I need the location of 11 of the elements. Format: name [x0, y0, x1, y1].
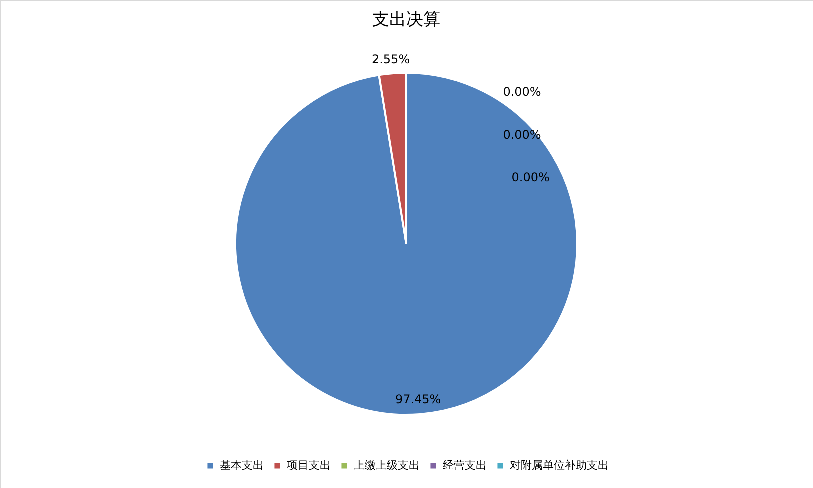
- legend-label: 经营支出: [443, 458, 487, 472]
- legend-label: 对附属单位补助支出: [510, 458, 609, 472]
- text: 0.00%: [503, 85, 542, 100]
- text: 0.00%: [512, 170, 550, 185]
- data-label: 2.55%: [372, 52, 410, 67]
- legend-label: 项目支出: [287, 458, 331, 472]
- pie-slice: [234, 72, 578, 416]
- legend-label: 上缴上级支出: [354, 458, 420, 472]
- data-label: 97.45%: [395, 392, 442, 406]
- legend-label: 基本支出: [220, 458, 264, 472]
- chart-title: 支出决算: [372, 10, 440, 30]
